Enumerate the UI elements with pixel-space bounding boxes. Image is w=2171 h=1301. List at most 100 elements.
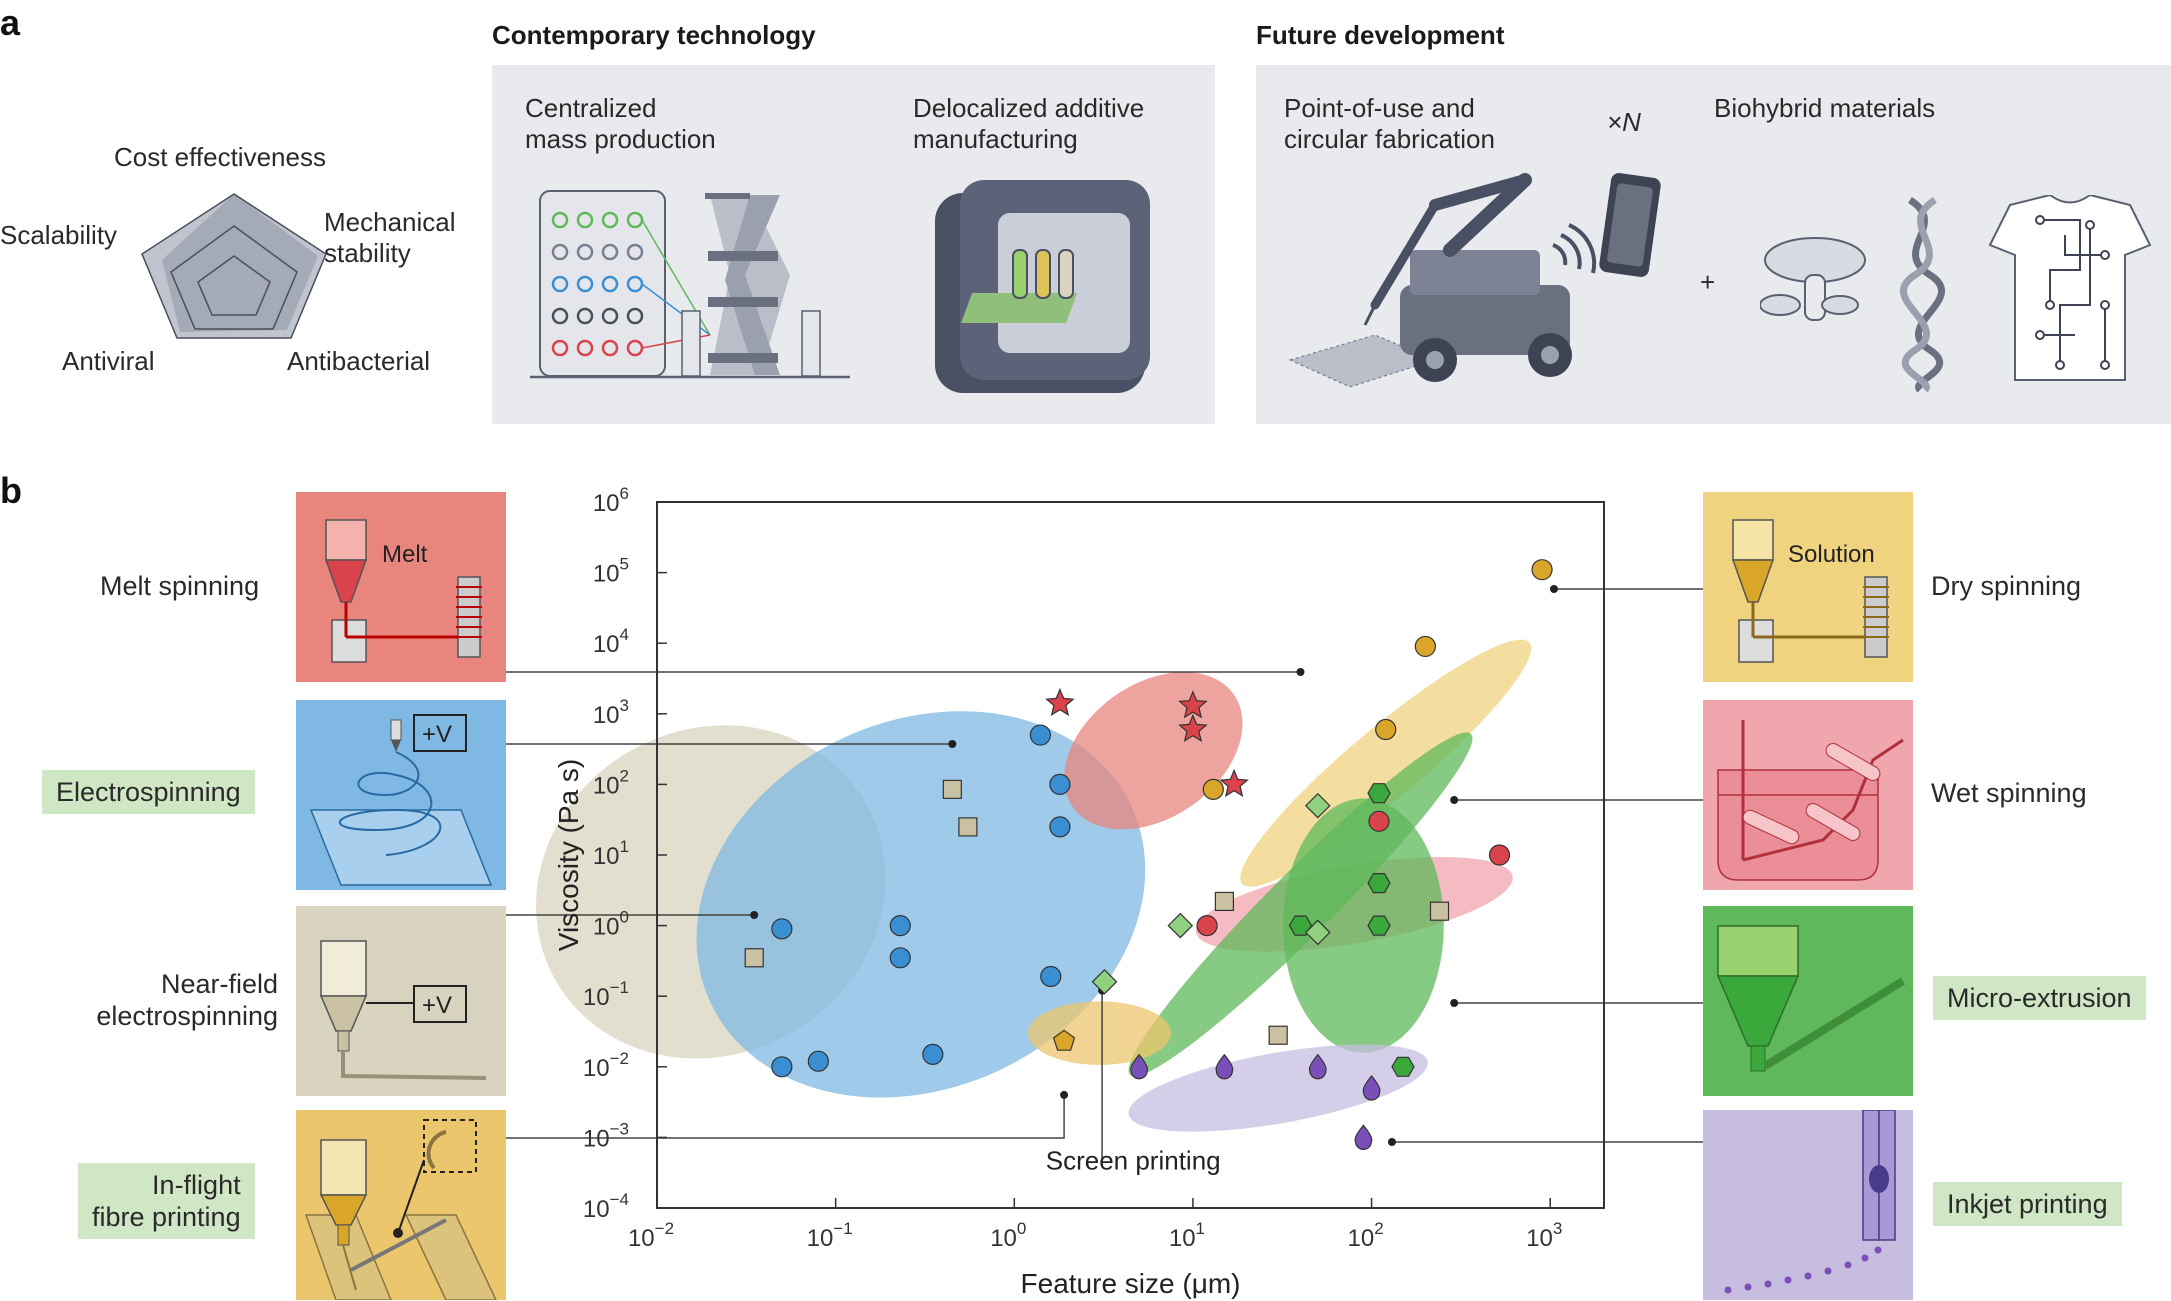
- panel-a-letter: a: [0, 2, 21, 43]
- method-region-dry: [1240, 639, 1532, 887]
- future-title: Future development: [1256, 20, 1505, 50]
- y-tick-label: 10−4: [583, 1190, 629, 1223]
- x-tick-label: 101: [1169, 1219, 1205, 1252]
- delocalized-line2: manufacturing: [913, 124, 1078, 154]
- data-point-drop: [1215, 1053, 1234, 1080]
- data-point-circle: [1049, 773, 1071, 796]
- data-point-square: [1429, 901, 1450, 921]
- printer-illustration: [935, 180, 1150, 393]
- connector-dot: [750, 911, 759, 919]
- tile-micro-extrusion: [1703, 906, 1913, 1096]
- connector-dot: [1060, 1090, 1069, 1099]
- data-point-drop: [1130, 1053, 1149, 1080]
- data-point-square: [958, 817, 978, 837]
- data-point-star: [1178, 690, 1208, 719]
- tile-dry-spinning: Solution: [1703, 492, 1913, 682]
- delocalized-line1: Delocalized additive: [913, 93, 1145, 123]
- data-point-square: [744, 948, 764, 968]
- data-point-square: [1214, 891, 1234, 912]
- radar-chart: [141, 193, 327, 339]
- contemporary-title: Contemporary technology: [492, 20, 816, 50]
- method-label-electrospinning: Electrospinning: [42, 770, 255, 814]
- near-field-line2: electrospinning: [96, 1001, 278, 1031]
- tile-dry-text: Solution: [1788, 541, 1875, 568]
- method-region-electro: [696, 711, 1146, 1098]
- x-tick-label: 102: [1347, 1219, 1383, 1252]
- centralized-line1: Centralized: [525, 93, 657, 123]
- data-point-circle: [1049, 816, 1071, 838]
- data-point-hexagon: [1367, 872, 1391, 894]
- data-point-diamond: [1304, 919, 1331, 946]
- centralized-label: Centralized mass production: [525, 93, 716, 155]
- data-point-diamond: [1304, 792, 1331, 819]
- data-point-circle: [1196, 914, 1218, 937]
- data-point-star: [1219, 768, 1249, 797]
- x-axis-label: Feature size (μm): [1021, 1268, 1241, 1299]
- data-point-pentagon: [1052, 1029, 1076, 1051]
- data-point-circle: [1531, 559, 1553, 581]
- data-point-circle: [1414, 635, 1436, 658]
- multiplier-label: ×N: [1607, 107, 1641, 137]
- method-label-micro-extrusion: Micro-extrusion: [1933, 976, 2146, 1020]
- data-point-drop: [1354, 1124, 1373, 1150]
- method-label-melt-spinning: Melt spinning: [100, 571, 260, 601]
- data-point-circle: [889, 914, 911, 937]
- data-point-circle: [1375, 718, 1397, 741]
- biohybrid-illustration: [1760, 195, 2152, 393]
- x-tick-label: 103: [1526, 1219, 1562, 1252]
- connector-dot: [1387, 1138, 1396, 1146]
- tile-melt-spinning: Melt: [296, 492, 506, 682]
- tile-near-field: +V: [296, 906, 506, 1096]
- tile-in-flight: [296, 1110, 506, 1300]
- method-label-dry-spinning: Dry spinning: [1931, 571, 2082, 601]
- y-tick-label: 103: [593, 696, 629, 729]
- x-tick-label: 100: [990, 1219, 1026, 1252]
- data-point-drop: [1308, 1053, 1327, 1080]
- radar-area-value: [162, 194, 318, 332]
- method-region-inflight: [1028, 1001, 1171, 1065]
- radar-label-mechanical-line1: Mechanical: [324, 207, 456, 237]
- data-point-star: [1178, 713, 1208, 743]
- radar-ring-mid: [170, 225, 298, 330]
- connector-dot: [1550, 585, 1559, 593]
- data-point-hexagon: [1288, 915, 1313, 936]
- screen-printing-annotation: Screen printing: [1046, 1146, 1221, 1176]
- method-label-in-flight: In-flight fibre printing: [78, 1163, 255, 1239]
- radar-label-cost: Cost effectiveness: [114, 142, 326, 172]
- method-label-wet-spinning: Wet spinning: [1931, 778, 2087, 808]
- connector-dot: [1296, 668, 1305, 676]
- data-point-hexagon: [1367, 783, 1391, 804]
- near-field-line1: Near-field: [160, 969, 278, 999]
- data-point-circle: [1040, 965, 1062, 988]
- data-point-circle: [1488, 844, 1511, 866]
- point-of-use-line2: circular fabrication: [1284, 124, 1495, 154]
- radar-label-scalability: Scalability: [0, 220, 118, 250]
- y-axis-label: Viscosity (Pa s): [553, 759, 584, 951]
- data-point-hexagon: [1367, 915, 1391, 936]
- tile-inkjet: [1703, 1110, 1913, 1300]
- data-point-circle: [771, 918, 793, 940]
- connector-line: [506, 1094, 1065, 1139]
- panel-b-letter: b: [0, 470, 22, 511]
- data-point-hexagon: [1391, 1056, 1415, 1077]
- method-label-inkjet: Inkjet printing: [1933, 1182, 2122, 1226]
- data-point-circle: [1202, 778, 1224, 800]
- centralized-line2: mass production: [525, 124, 716, 154]
- in-flight-line2: fibre printing: [92, 1202, 241, 1232]
- radar-label-antibacterial: Antibacterial: [287, 346, 431, 376]
- x-tick-label: 10−1: [807, 1219, 853, 1252]
- data-point-circle: [807, 1050, 829, 1072]
- data-point-circle: [922, 1043, 944, 1065]
- y-tick-label: 105: [593, 555, 629, 588]
- connector-dot: [1450, 999, 1459, 1007]
- tile-electrospinning: +V: [296, 700, 506, 890]
- data-point-square: [1268, 1025, 1288, 1045]
- connector-dot: [948, 740, 957, 748]
- tile-melt-text: Melt: [382, 541, 428, 568]
- factory-illustration: [530, 190, 850, 379]
- data-point-drop: [1362, 1075, 1381, 1101]
- in-flight-line1: In-flight: [152, 1170, 241, 1200]
- data-point-diamond: [1091, 968, 1118, 995]
- tile-near-field-text: +V: [422, 992, 452, 1019]
